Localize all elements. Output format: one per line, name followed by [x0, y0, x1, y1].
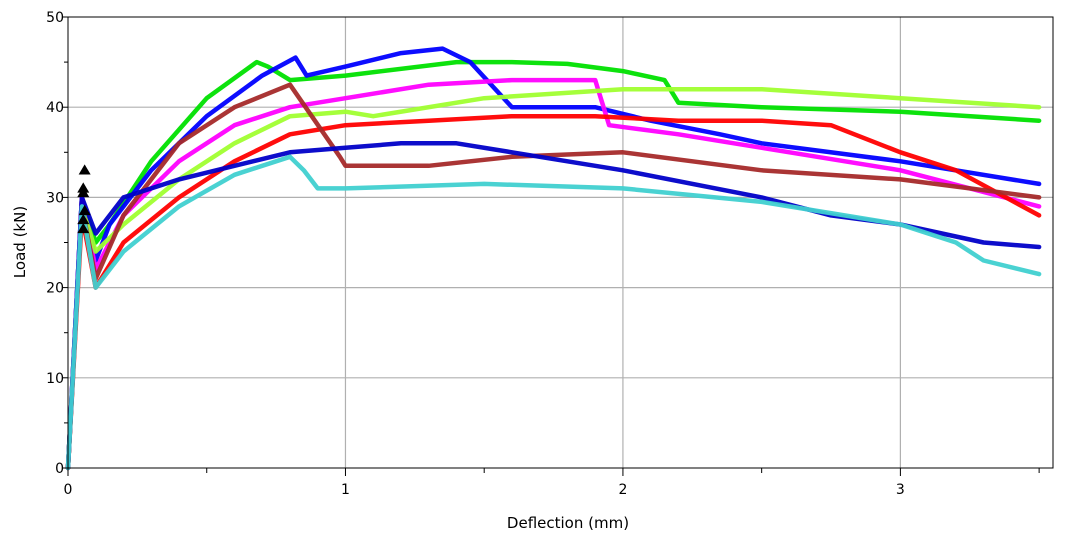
x-axis-title: Deflection (mm)	[507, 514, 629, 532]
y-tick-label: 10	[46, 371, 64, 387]
y-tick-label: 20	[46, 281, 64, 297]
series-line-4	[65, 86, 1042, 471]
y-tick-label: 40	[46, 100, 64, 116]
series-line-5	[65, 113, 1042, 471]
series-line-8	[65, 154, 1042, 471]
plot-background	[68, 17, 1053, 468]
peak-marker	[78, 164, 91, 175]
x-tick-label: 2	[618, 482, 627, 498]
series-line-2	[65, 46, 1042, 471]
axis-ticks	[62, 16, 1040, 476]
series-line-6	[65, 82, 1042, 471]
peak-marker	[78, 204, 91, 216]
series-layer	[65, 46, 1042, 471]
x-tick-label: 1	[341, 482, 350, 498]
peak-marker	[77, 222, 90, 234]
y-tick-labels: 0 10 20 30 40 50	[46, 10, 64, 477]
marker-layer	[77, 164, 91, 234]
y-tick-label: 30	[46, 190, 64, 206]
x-tick-labels: 0 1 2 3	[64, 482, 905, 498]
y-axis-title: Load (kN)	[11, 206, 29, 278]
x-tick-label: 0	[64, 482, 73, 498]
peak-marker	[77, 213, 90, 225]
y-tick-label: 0	[55, 461, 64, 477]
y-tick-label: 50	[46, 10, 64, 26]
x-tick-label: 3	[896, 482, 905, 498]
peak-marker	[77, 182, 90, 193]
